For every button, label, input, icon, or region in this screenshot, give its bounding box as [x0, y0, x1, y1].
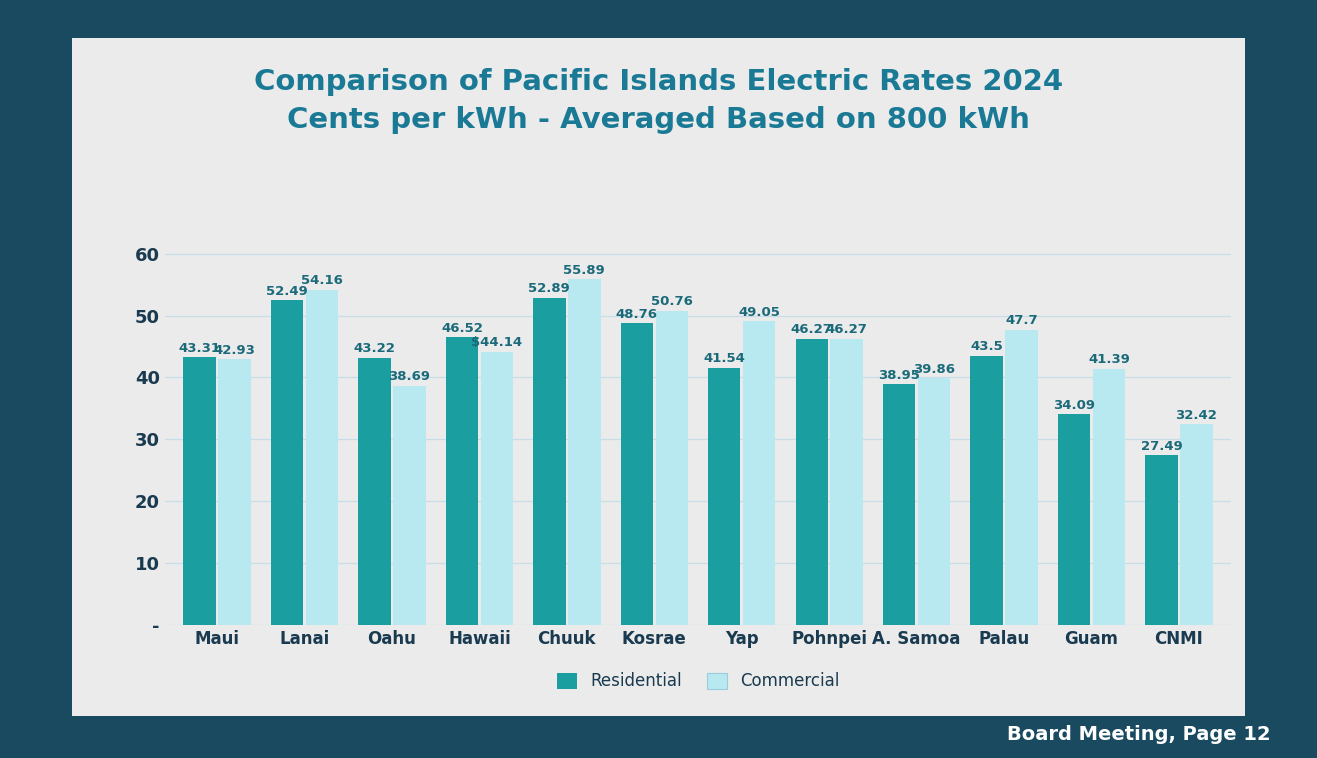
Text: 41.39: 41.39: [1088, 353, 1130, 366]
Bar: [795, 339, 828, 625]
Bar: [358, 358, 391, 625]
Text: 46.27: 46.27: [826, 323, 868, 336]
Bar: [709, 368, 740, 625]
Text: 39.86: 39.86: [913, 363, 955, 376]
Bar: [971, 356, 1002, 625]
Text: 46.52: 46.52: [441, 321, 483, 334]
Bar: [1093, 369, 1125, 625]
Text: 49.05: 49.05: [739, 306, 780, 319]
Text: 54.16: 54.16: [302, 274, 342, 287]
Text: 41.54: 41.54: [703, 352, 745, 365]
Bar: [1058, 414, 1090, 625]
Legend: Residential, Commercial: Residential, Commercial: [551, 666, 846, 697]
Text: Board Meeting, Page 12: Board Meeting, Page 12: [1008, 725, 1271, 744]
Text: 38.95: 38.95: [878, 368, 921, 381]
Text: 52.89: 52.89: [528, 282, 570, 295]
Text: 43.22: 43.22: [353, 342, 395, 355]
Text: 55.89: 55.89: [564, 264, 606, 277]
Text: 52.49: 52.49: [266, 284, 308, 298]
Text: 32.42: 32.42: [1176, 409, 1217, 422]
Bar: [533, 298, 565, 625]
Bar: [219, 359, 250, 625]
Text: 42.93: 42.93: [213, 344, 255, 357]
Text: Comparison of Pacific Islands Electric Rates 2024
Cents per kWh - Averaged Based: Comparison of Pacific Islands Electric R…: [254, 68, 1063, 134]
Bar: [918, 378, 951, 625]
Bar: [394, 386, 425, 625]
Text: 34.09: 34.09: [1054, 399, 1094, 412]
Bar: [271, 300, 303, 625]
Text: 43.5: 43.5: [971, 340, 1004, 353]
Text: 27.49: 27.49: [1141, 440, 1183, 453]
Bar: [306, 290, 338, 625]
Bar: [1005, 330, 1038, 625]
Bar: [743, 321, 776, 625]
Bar: [882, 384, 915, 625]
Bar: [656, 311, 687, 625]
Text: 48.76: 48.76: [616, 308, 657, 321]
Bar: [568, 279, 601, 625]
Bar: [831, 339, 863, 625]
Bar: [445, 337, 478, 625]
Bar: [183, 357, 216, 625]
Bar: [1180, 424, 1213, 625]
Bar: [1146, 455, 1177, 625]
Text: 47.7: 47.7: [1005, 315, 1038, 327]
Text: 46.27: 46.27: [790, 323, 832, 336]
Bar: [481, 352, 514, 625]
Bar: [620, 323, 653, 625]
Text: $44.14: $44.14: [471, 337, 523, 349]
Text: 38.69: 38.69: [389, 370, 431, 383]
Text: 43.31: 43.31: [179, 342, 221, 355]
Text: 50.76: 50.76: [651, 296, 693, 309]
